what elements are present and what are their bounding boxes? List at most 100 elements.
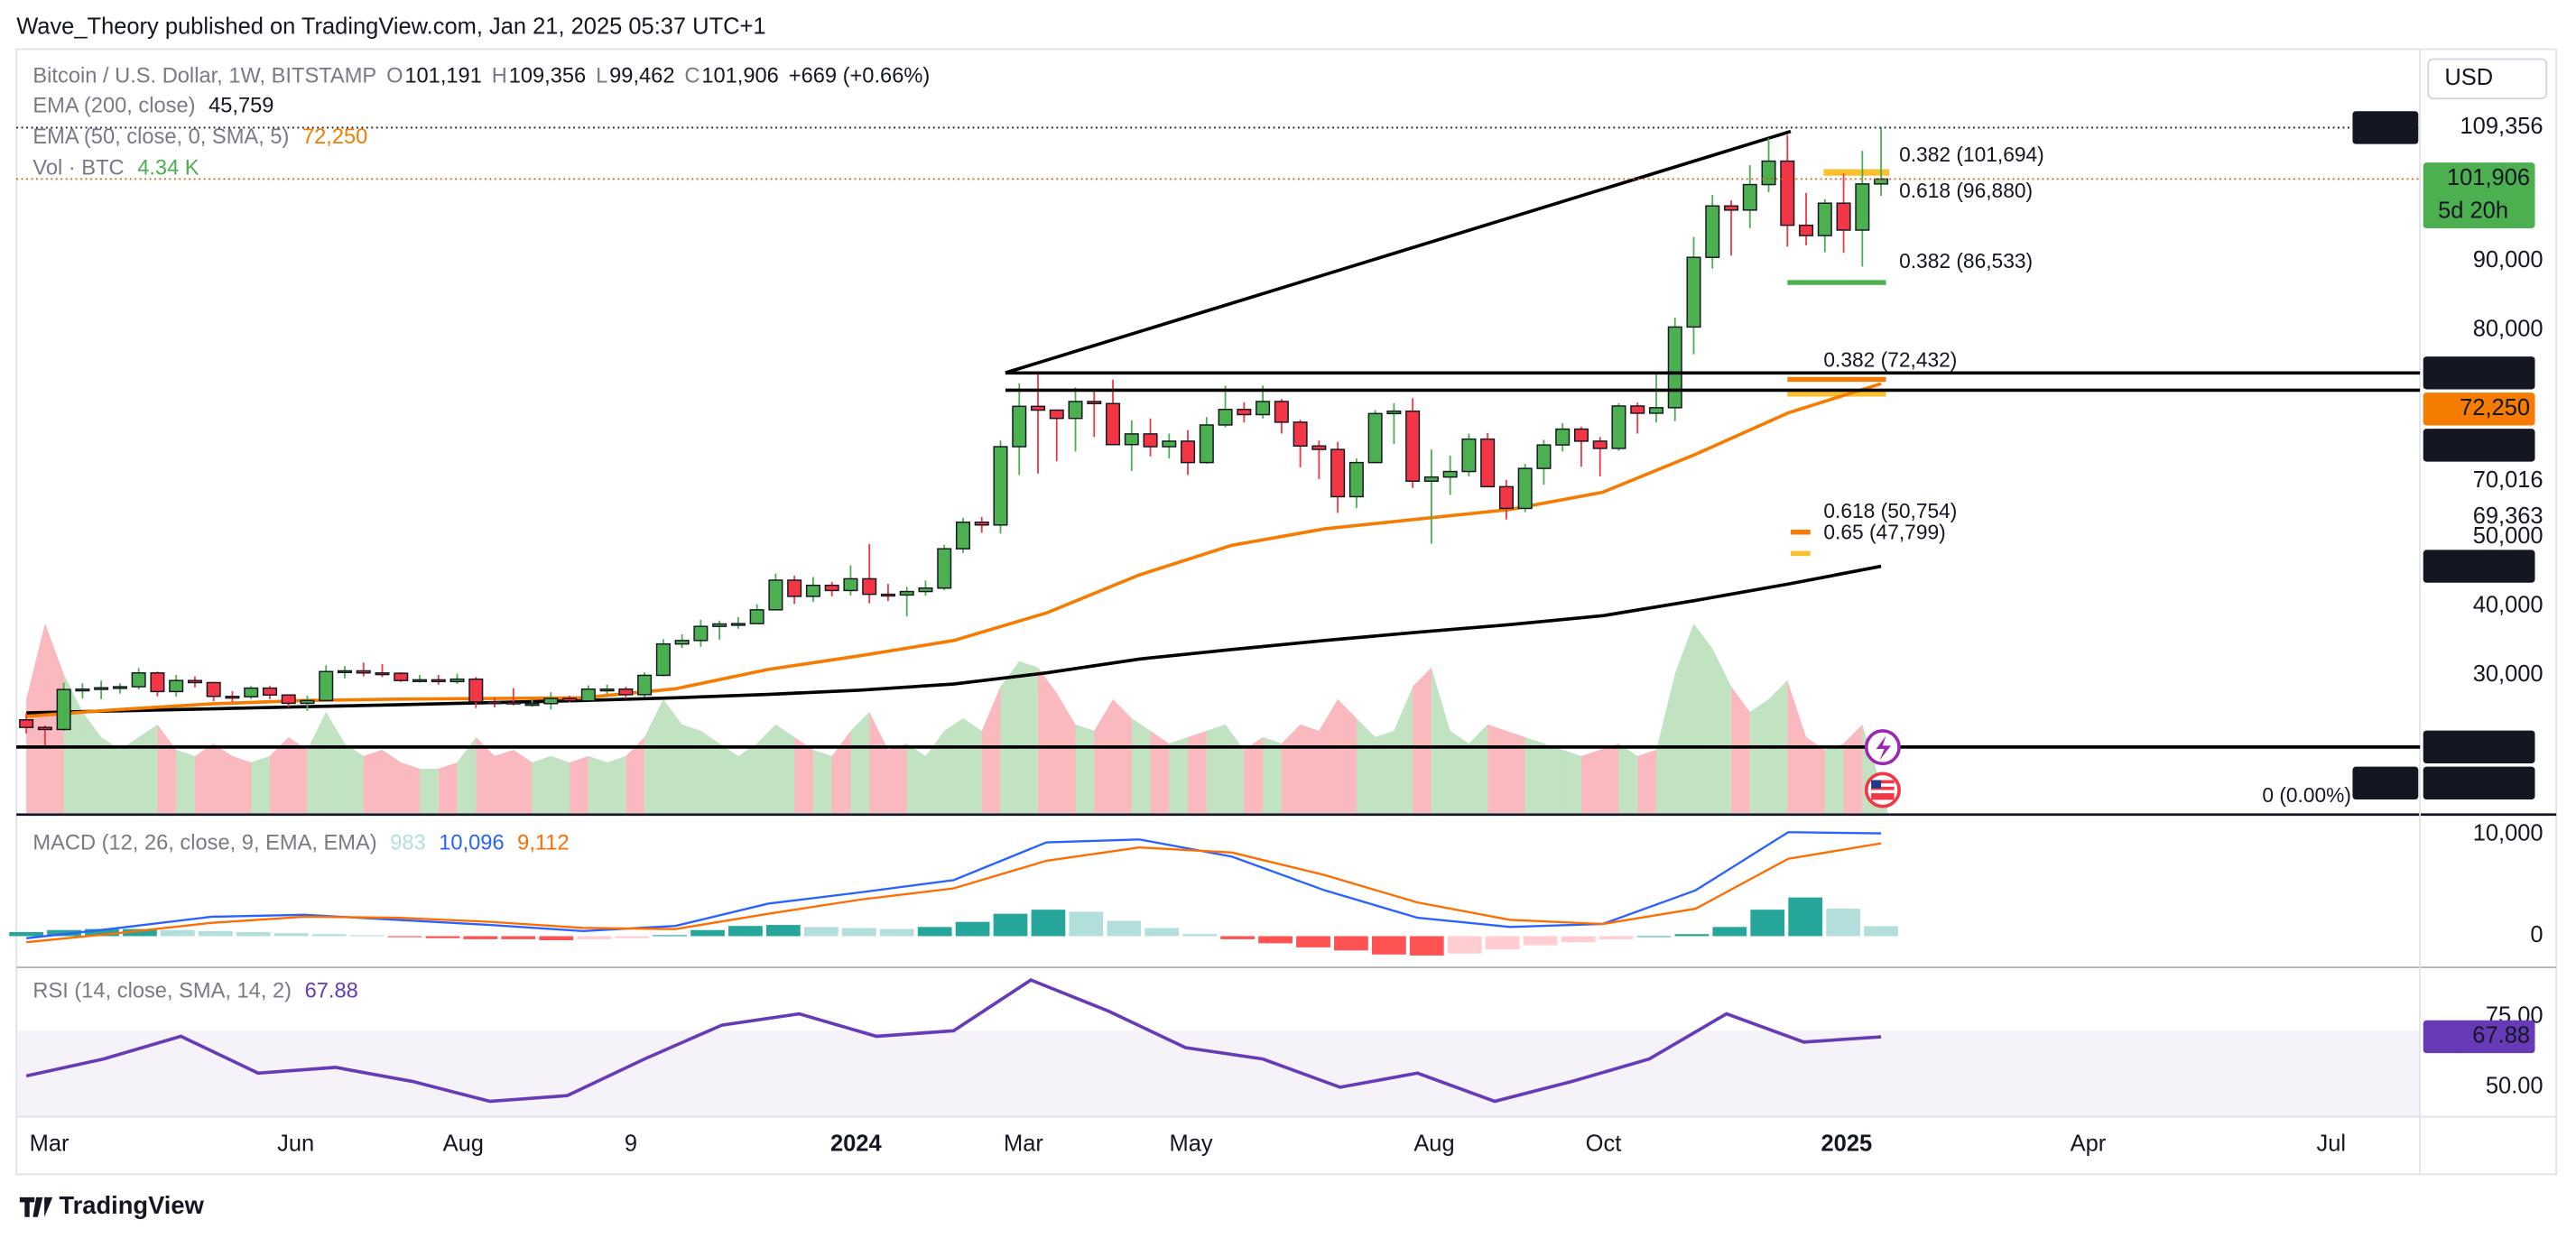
volume-area bbox=[1562, 749, 1581, 813]
price-tag: Low bbox=[2364, 770, 2406, 795]
macd-histogram-bar bbox=[1107, 920, 1142, 937]
volume-area bbox=[307, 711, 327, 813]
candle-body bbox=[1724, 205, 1739, 211]
price-tag-box bbox=[2352, 766, 2419, 800]
candle-body bbox=[375, 672, 390, 676]
fib-annotation: 0.382 (72,432) bbox=[1823, 347, 1957, 371]
volume-area bbox=[1356, 717, 1376, 813]
macd-histogram-bar bbox=[1864, 926, 1898, 937]
volume-area bbox=[1131, 717, 1151, 813]
volume-area bbox=[1618, 743, 1638, 813]
price-label: 70,016 bbox=[2473, 467, 2544, 493]
volume-area bbox=[663, 698, 682, 813]
volume-area bbox=[1375, 730, 1395, 813]
symbol-legend: Bitcoin / U.S. Dollar, 1W, BITSTAMP O 101,… bbox=[32, 65, 930, 88]
macd-histogram-bar bbox=[1788, 897, 1823, 937]
y-tick-label: 80,000 bbox=[2473, 317, 2544, 342]
candle-body bbox=[1761, 160, 1776, 186]
macd-histogram-bar bbox=[425, 936, 460, 938]
macd-histogram-bar bbox=[690, 929, 725, 937]
candle-body bbox=[1386, 410, 1402, 415]
candle-body bbox=[1555, 428, 1571, 446]
volume-area bbox=[457, 736, 477, 813]
volume-area bbox=[213, 743, 233, 813]
macd-histogram-bar bbox=[463, 936, 498, 939]
volume-area bbox=[700, 730, 720, 813]
candle-body bbox=[94, 687, 109, 690]
volume-area bbox=[1824, 743, 1844, 813]
lightning-icon bbox=[1876, 735, 1891, 761]
volume-area bbox=[1487, 724, 1506, 813]
volume-area bbox=[101, 736, 120, 813]
candle-body bbox=[1293, 421, 1308, 447]
candle-body bbox=[225, 696, 240, 699]
volume-area bbox=[1019, 661, 1039, 813]
price-label-box bbox=[2423, 356, 2535, 390]
volume-area bbox=[382, 749, 402, 813]
volume-area bbox=[1319, 698, 1339, 813]
volume-area bbox=[438, 762, 458, 813]
candle-body bbox=[487, 701, 503, 705]
candle-body bbox=[862, 577, 877, 596]
macd-histogram-bar bbox=[1636, 936, 1672, 938]
flag-stripe bbox=[1871, 783, 1895, 787]
volume-area bbox=[1543, 743, 1563, 813]
brand: TradingView bbox=[60, 1191, 205, 1219]
price-label: 73,794 bbox=[2460, 359, 2530, 384]
y-tick-label: 90,000 bbox=[2473, 247, 2544, 273]
flag-canton bbox=[1871, 780, 1882, 789]
macd-histogram-bar bbox=[1447, 936, 1482, 954]
volume-area bbox=[775, 724, 795, 813]
volume-area bbox=[887, 743, 907, 813]
currency: USD bbox=[2444, 65, 2493, 90]
volume-area bbox=[1394, 686, 1413, 813]
rsi-value-box bbox=[2423, 1020, 2535, 1054]
bar-countdown: 5d 20h bbox=[2438, 199, 2508, 224]
macd-histogram-bar bbox=[653, 935, 687, 937]
candle-body bbox=[56, 688, 71, 731]
volume-area bbox=[1599, 743, 1619, 813]
macd-histogram-bar bbox=[1523, 936, 1558, 946]
price-label: 72,250 bbox=[2460, 395, 2530, 420]
price-label: 101,906 bbox=[2447, 165, 2530, 190]
candle-body bbox=[1630, 405, 1645, 414]
price-label: 69,363 bbox=[2473, 504, 2544, 529]
volume-area bbox=[1450, 730, 1469, 813]
chart-frame bbox=[15, 48, 2558, 1176]
candle-body bbox=[1480, 438, 1496, 488]
candle-body bbox=[187, 679, 202, 684]
price-label: 45,759 bbox=[2460, 552, 2530, 577]
macd-histogram-bar bbox=[9, 931, 43, 937]
candle-body bbox=[37, 726, 52, 731]
macd-histogram-bar bbox=[1031, 910, 1066, 937]
ema50-line bbox=[25, 382, 1882, 718]
indicator-name: MACD (12, 26, close, 9, EMA, EMA) bbox=[32, 832, 376, 855]
candle-body bbox=[1274, 401, 1289, 423]
volume-area bbox=[794, 736, 813, 813]
macd-histogram-bar bbox=[311, 934, 347, 937]
rsi-axis-value: 67.88 bbox=[2472, 1023, 2530, 1049]
ohlc-key: H bbox=[492, 65, 507, 88]
candle-body bbox=[1517, 467, 1533, 510]
volume-area bbox=[119, 736, 139, 813]
rsi-line bbox=[25, 978, 1882, 1104]
candle-body bbox=[918, 587, 933, 593]
volume-area bbox=[269, 736, 289, 813]
volume-area bbox=[1113, 698, 1132, 813]
volume-area bbox=[1655, 673, 1675, 813]
candle-body bbox=[580, 688, 596, 702]
currency-button[interactable] bbox=[2427, 58, 2548, 100]
volume-area bbox=[812, 749, 832, 813]
candle-body bbox=[880, 593, 895, 597]
candle-body bbox=[1162, 440, 1177, 448]
candle-body bbox=[955, 522, 970, 550]
macd-histogram-bar bbox=[1334, 936, 1368, 951]
volume-area bbox=[1674, 623, 1694, 813]
candle-body bbox=[618, 688, 634, 696]
macd-histogram-bar bbox=[1182, 934, 1218, 937]
rsi-band bbox=[16, 1030, 2421, 1117]
macd-histogram-bar bbox=[879, 928, 914, 937]
volume-area bbox=[1188, 730, 1207, 813]
volume-area bbox=[1300, 724, 1320, 813]
